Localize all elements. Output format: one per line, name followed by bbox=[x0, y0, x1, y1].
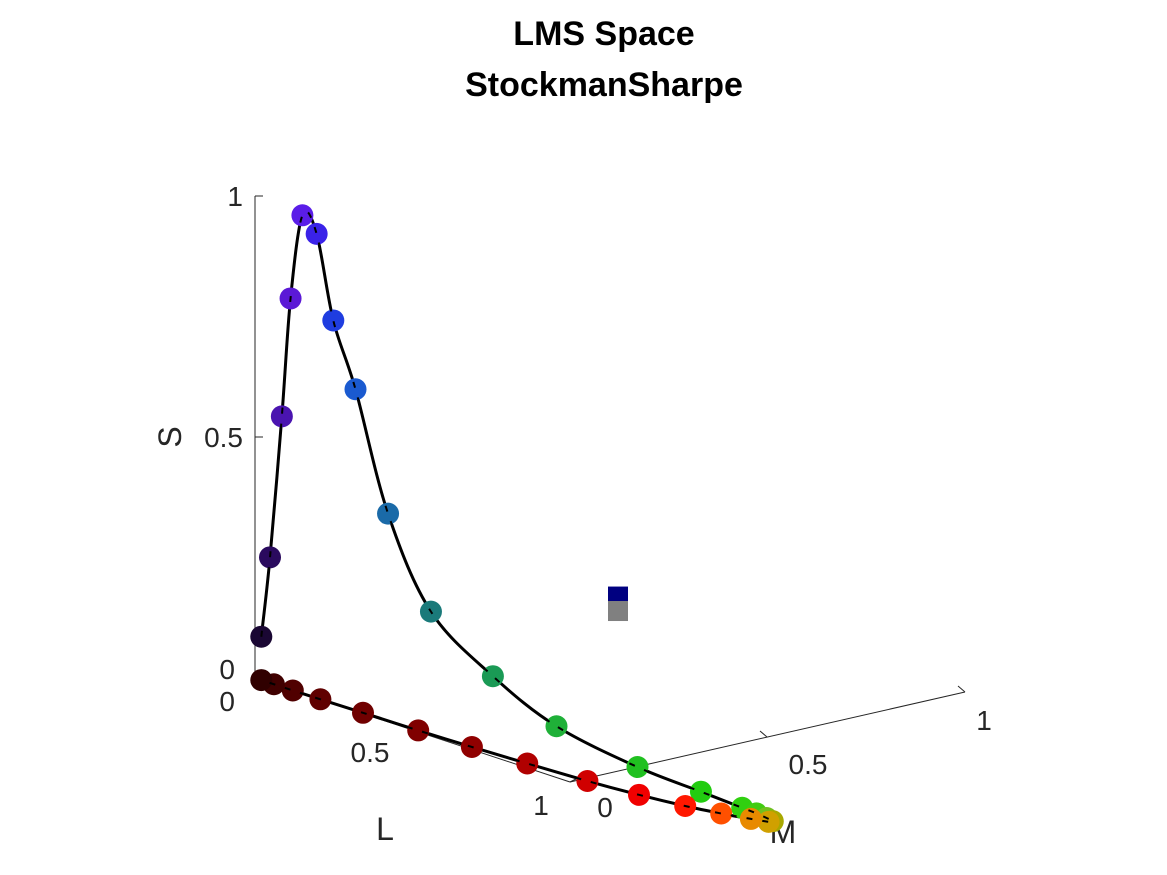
locus-point bbox=[344, 378, 367, 401]
s-axis-label: S bbox=[152, 426, 188, 447]
square-marker-gray bbox=[608, 601, 628, 622]
locus-point bbox=[710, 802, 733, 825]
locus-point bbox=[689, 780, 712, 803]
l-axis-label: L bbox=[376, 811, 394, 847]
s-tick-label-1: 1 bbox=[227, 181, 243, 212]
locus-point bbox=[281, 679, 304, 702]
locus-point bbox=[757, 810, 780, 833]
m-tick-mark-1 bbox=[957, 685, 966, 693]
s-tick-label-05: 0.5 bbox=[204, 422, 243, 453]
corner-tick-label-0: 0 bbox=[219, 686, 235, 717]
locus-point bbox=[626, 756, 649, 779]
s-tick-label-0: 0 bbox=[219, 654, 235, 685]
l-tick-label-1: 1 bbox=[533, 790, 549, 821]
l-tick-label-05: 0.5 bbox=[351, 737, 390, 768]
locus-point bbox=[516, 752, 539, 775]
m-tick-label-1: 1 bbox=[976, 705, 992, 736]
locus-point bbox=[576, 770, 599, 793]
axis-ticks: 1 0.5 0 0 0.5 1 0 0.5 1 bbox=[204, 181, 992, 823]
locus-point bbox=[407, 719, 430, 742]
axis-box bbox=[254, 196, 966, 783]
m-tick-label-0: 0 bbox=[597, 792, 613, 823]
spectrum-locus-overlay bbox=[260, 210, 774, 823]
locus-point bbox=[270, 405, 293, 428]
spectrum-locus-line bbox=[259, 209, 775, 824]
locus-point bbox=[545, 715, 568, 738]
locus-point bbox=[305, 222, 328, 245]
plot-area bbox=[250, 204, 784, 833]
locus-point bbox=[377, 502, 400, 525]
locus-point bbox=[259, 546, 281, 569]
locus-point bbox=[291, 204, 314, 227]
locus-point bbox=[250, 669, 273, 692]
chart-title-line1: LMS Space bbox=[513, 15, 694, 53]
chart-title-line2: StockmanSharpe bbox=[465, 66, 743, 104]
m-tick-mark-05 bbox=[759, 730, 768, 738]
locus-point bbox=[322, 309, 345, 332]
m-tick-label-05: 0.5 bbox=[789, 749, 828, 780]
